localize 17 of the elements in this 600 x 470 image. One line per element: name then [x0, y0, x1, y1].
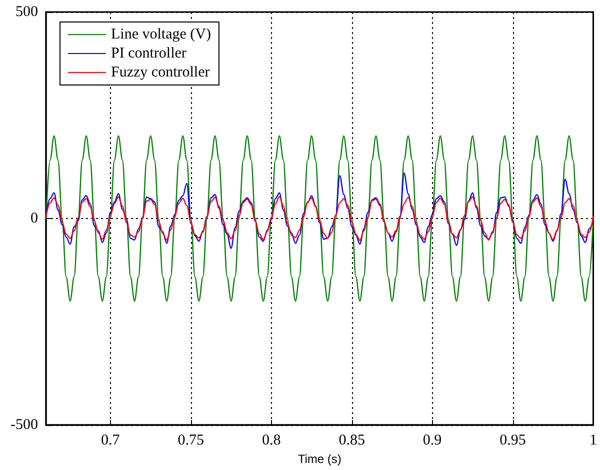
x-tick-label: 0.95: [500, 432, 526, 448]
x-tick-label: 0.9: [422, 432, 442, 448]
legend-label: PI controller: [111, 46, 186, 62]
y-tick-label: -500: [10, 417, 38, 433]
line-series: [45, 196, 594, 241]
x-axis-title: Time (s): [298, 452, 342, 466]
line-series: [45, 135, 594, 302]
x-tick-label: 0.8: [262, 432, 281, 448]
line-series: [45, 172, 594, 249]
legend-label: Fuzzy controller: [111, 64, 210, 80]
y-tick-label: 0: [30, 210, 38, 226]
x-tick-label: 0.75: [178, 432, 204, 448]
x-tick-label: 0.7: [101, 432, 120, 448]
legend-label: Line voltage (V): [111, 26, 211, 42]
y-tick-label: 500: [16, 4, 38, 20]
x-tick-label: 1: [590, 432, 597, 448]
x-tick-label: 0.85: [338, 432, 365, 448]
